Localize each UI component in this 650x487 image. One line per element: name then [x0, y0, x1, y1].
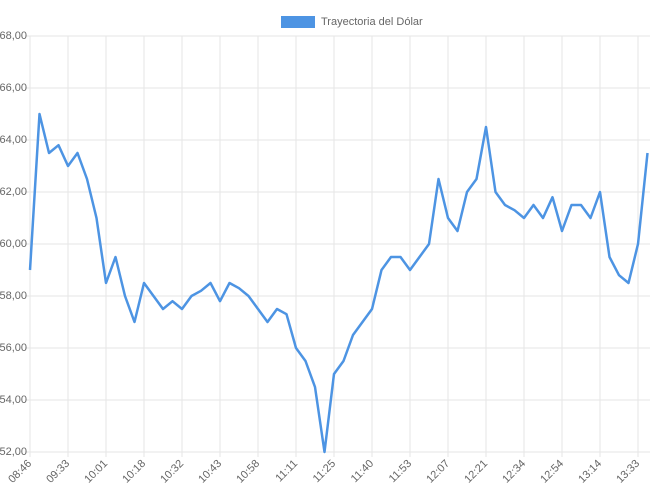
y-tick-label: 54,00: [0, 394, 27, 406]
y-tick-label: 58,00: [0, 290, 27, 302]
legend-swatch: [281, 16, 315, 28]
y-tick-label: 60,00: [0, 238, 27, 250]
x-tick-label: 12:34: [500, 458, 528, 486]
x-tick-label: 11:53: [387, 458, 414, 485]
x-tick-label: 13:14: [576, 458, 604, 486]
y-tick-label: 56,00: [0, 342, 27, 354]
x-tick-label: 12:54: [538, 458, 566, 486]
legend-label: Trayectoria del Dólar: [321, 16, 423, 28]
y-tick-label: 66,00: [0, 82, 27, 94]
x-tick-label: 10:58: [234, 458, 262, 486]
y-tick-label: 68,00: [0, 30, 27, 42]
x-tick-label: 12:07: [424, 458, 452, 486]
y-tick-label: 64,00: [0, 134, 27, 146]
x-tick-label: 11:11: [273, 458, 300, 485]
x-tick-label: 12:21: [462, 458, 490, 486]
x-tick-label: 10:01: [82, 458, 110, 486]
x-tick-label: 10:43: [196, 458, 224, 486]
x-tick-label: 11:40: [349, 458, 376, 485]
x-tick-label: 10:18: [120, 458, 148, 486]
x-tick-label: 09:33: [44, 458, 72, 486]
y-tick-label: 62,00: [0, 186, 27, 198]
x-tick-label: 08:46: [6, 458, 34, 486]
x-tick-label: 10:32: [158, 458, 186, 486]
legend-item: Trayectoria del Dólar: [281, 16, 423, 28]
y-tick-label: 52,00: [0, 446, 27, 458]
x-tick-label: 11:25: [311, 458, 338, 485]
line: [28, 112, 649, 454]
x-tick-label: 13:33: [614, 458, 642, 486]
